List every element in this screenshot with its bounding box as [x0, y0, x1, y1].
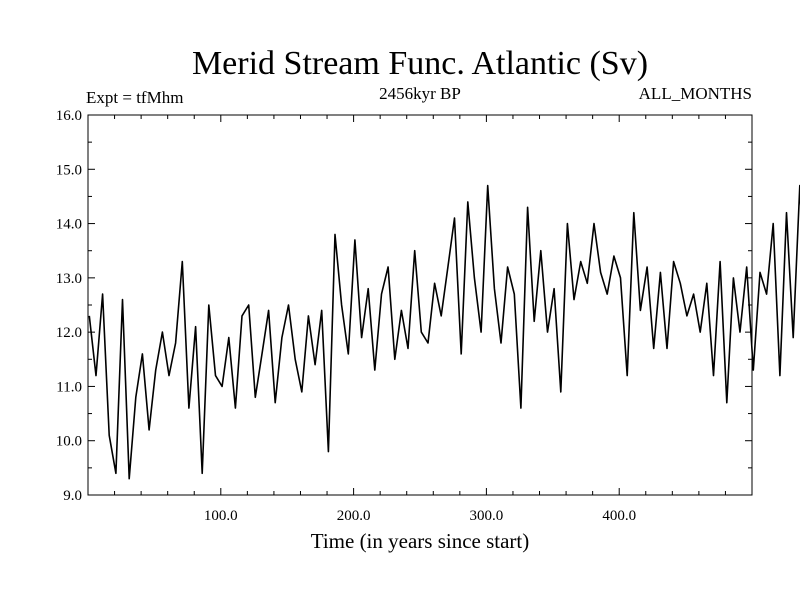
x-tick-label: 400.0	[602, 508, 636, 524]
x-tick-label: 200.0	[337, 508, 371, 524]
y-tick-label: 10.0	[56, 434, 82, 450]
months-label: ALL_MONTHS	[639, 84, 752, 103]
y-tick-label: 15.0	[56, 162, 82, 178]
period-label: 2456kyr BP	[379, 84, 461, 103]
y-tick-label: 16.0	[56, 108, 82, 124]
x-tick-label: 100.0	[204, 508, 238, 524]
series-layer	[88, 184, 800, 480]
y-tick-label: 11.0	[56, 379, 82, 395]
y-tick-label: 13.0	[56, 271, 82, 287]
plot-frame	[87, 114, 753, 496]
y-tick-label: 12.0	[56, 325, 82, 341]
tick-layer: 9.0 10.0 11.0 12.0 13.0 14.0 15.0 16.0 100.0 200.…	[56, 108, 752, 524]
chart-title: Merid Stream Func. Atlantic (Sv)	[192, 45, 648, 82]
experiment-label: Expt = tfMhm	[86, 88, 183, 107]
y-tick-label: 14.0	[56, 217, 82, 233]
x-axis-label: Time (in years since start)	[311, 529, 530, 553]
x-tick-label: 300.0	[470, 508, 504, 524]
series-line-0	[88, 184, 800, 480]
y-tick-label: 9.0	[63, 488, 82, 504]
